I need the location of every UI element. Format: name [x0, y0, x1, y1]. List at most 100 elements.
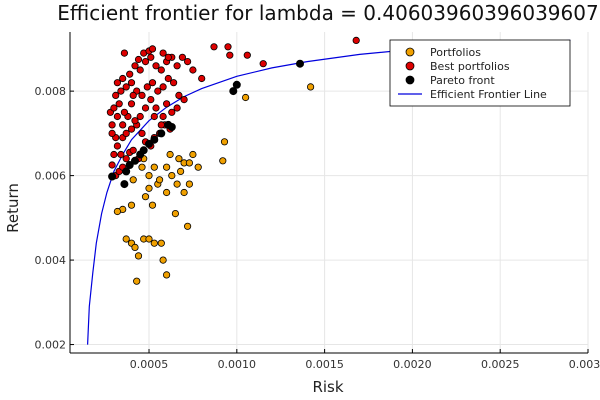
pareto-point	[108, 172, 117, 181]
best-portfolio-point	[117, 87, 125, 95]
portfolio-point	[133, 277, 141, 285]
best-portfolio-point	[120, 49, 129, 57]
pareto-point	[144, 139, 153, 148]
best-portfolio-point	[168, 108, 176, 116]
x-axis-label: Risk	[312, 378, 343, 396]
best-portfolio-point	[210, 43, 218, 51]
portfolio-point	[145, 172, 153, 180]
pareto-point	[120, 180, 129, 189]
portfolio-point	[220, 138, 229, 146]
best-portfolio-point	[163, 100, 171, 108]
legend-label: Efficient Frontier Line	[430, 88, 547, 101]
portfolio-point	[163, 163, 171, 171]
legend-label: Best portfolios	[430, 60, 510, 73]
portfolio-point	[185, 180, 193, 188]
portfolio-point	[122, 235, 130, 243]
pareto-point	[130, 156, 139, 165]
best-portfolio-point	[126, 70, 134, 78]
pareto-point	[295, 59, 304, 68]
pareto-point	[229, 87, 238, 96]
best-portfolio-point	[110, 104, 118, 112]
best-portfolio-point	[122, 83, 130, 91]
best-portfolio-point	[110, 150, 118, 159]
best-portfolio-point	[136, 112, 144, 121]
portfolio-point	[113, 207, 122, 216]
pareto-point	[122, 167, 131, 176]
best-portfolio-point	[141, 104, 150, 112]
x-tick-label: 0.0010	[218, 358, 257, 371]
axes-frame	[69, 32, 589, 354]
best-portfolio-point	[157, 66, 165, 74]
best-portfolio-point	[131, 117, 139, 125]
best-portfolio-point	[119, 74, 127, 83]
best-portfolio-point	[159, 112, 167, 121]
best-portfolio-point	[122, 155, 130, 163]
best-portfolio-point	[131, 62, 139, 70]
pareto-point	[125, 160, 134, 169]
legend-marker-swatch	[405, 61, 415, 71]
legend-box	[389, 39, 571, 107]
points-layer	[106, 36, 360, 285]
portfolio-point	[184, 222, 192, 230]
best-portfolio-point	[113, 112, 122, 121]
best-portfolio-point	[189, 66, 197, 74]
portfolio-point	[156, 176, 164, 184]
portfolio-point	[168, 172, 176, 180]
best-portfolio-point	[243, 51, 251, 59]
best-portfolio-point	[159, 83, 167, 91]
portfolio-point	[171, 210, 179, 218]
best-portfolio-point	[108, 129, 116, 137]
best-portfolio-point	[122, 129, 130, 137]
best-portfolio-point	[154, 87, 162, 95]
best-portfolio-point	[164, 53, 172, 61]
portfolio-point	[159, 256, 167, 264]
portfolio-point	[219, 157, 227, 165]
portfolio-point	[157, 239, 165, 247]
best-portfolio-point	[352, 36, 360, 45]
best-portfolio-point	[127, 125, 136, 133]
y-tick-label: 0.004	[35, 254, 67, 267]
best-portfolio-point	[112, 91, 120, 100]
y-tick-label: 0.006	[35, 170, 67, 183]
portfolio-point	[242, 93, 250, 102]
pareto-point	[157, 129, 166, 138]
best-portfolio-point	[108, 161, 116, 169]
portfolio-point	[189, 150, 197, 159]
x-tick-label: 0.0025	[481, 358, 520, 371]
efficient-frontier-line	[87, 39, 571, 345]
best-portfolio-point	[152, 62, 160, 70]
x-tick-label: 0.0015	[305, 358, 344, 371]
portfolio-point	[150, 163, 158, 171]
best-portfolio-point	[198, 74, 206, 83]
best-portfolio-point	[134, 55, 143, 64]
best-portfolio-point	[159, 49, 167, 57]
best-portfolio-point	[108, 121, 116, 129]
portfolio-point	[145, 184, 153, 192]
portfolio-point	[306, 83, 315, 91]
portfolio-point	[180, 188, 188, 197]
best-portfolio-point	[224, 43, 232, 51]
legend-label: Portfolios	[430, 46, 481, 59]
best-portfolio-point	[152, 104, 160, 112]
portfolio-point	[150, 239, 158, 247]
chart-title: Efficient frontier for lambda = 0.406039…	[57, 1, 598, 25]
best-portfolio-point	[138, 129, 146, 137]
best-portfolio-point	[127, 100, 136, 108]
portfolio-point	[166, 150, 174, 159]
portfolio-point	[185, 159, 193, 167]
legend-marker-swatch	[405, 47, 415, 57]
portfolio-point	[127, 201, 136, 209]
best-portfolio-point	[147, 96, 155, 104]
best-portfolio-point	[150, 112, 158, 121]
portfolio-point	[163, 188, 171, 197]
x-tick-label: 0.0020	[393, 358, 432, 371]
portfolio-point	[129, 176, 137, 184]
best-portfolio-point	[180, 96, 188, 104]
best-portfolio-point	[136, 66, 144, 74]
best-portfolio-point	[178, 53, 186, 61]
y-axis-label: Return	[4, 183, 22, 233]
best-portfolio-point	[113, 142, 122, 150]
pareto-point	[232, 80, 241, 89]
best-portfolio-point	[127, 79, 136, 87]
